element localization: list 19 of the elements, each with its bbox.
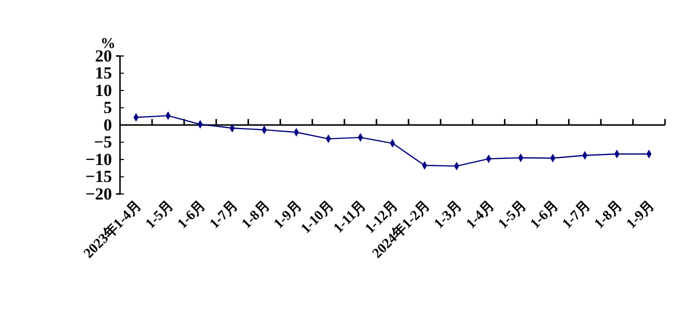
y-tick-label: −20 [85,184,112,204]
x-tick-label: 1-4月 [464,198,498,232]
x-tick-label: 1-5月 [143,198,177,232]
y-tick-label: 10 [95,80,112,100]
x-tick-label: 1-8月 [239,198,274,232]
y-tick-label: 15 [95,64,112,83]
x-tick-label: 1-9月 [624,198,658,232]
y-tick-label: 5 [104,98,112,118]
y-tick-label: −10 [85,150,112,169]
y-tick-label: −15 [85,167,112,186]
y-tick-label: 0 [104,115,112,134]
x-tick-label: 1-7月 [560,198,594,232]
x-tick-label: 1-6月 [175,198,209,232]
x-tick-label: 1-6月 [528,198,562,232]
x-tick-label: 1-7月 [207,198,242,232]
x-tick-label: 1-8月 [592,198,626,232]
x-tick-label: 1-3月 [432,198,466,232]
x-tick-label: 1-5月 [496,198,530,232]
y-tick-label: −5 [94,132,112,152]
